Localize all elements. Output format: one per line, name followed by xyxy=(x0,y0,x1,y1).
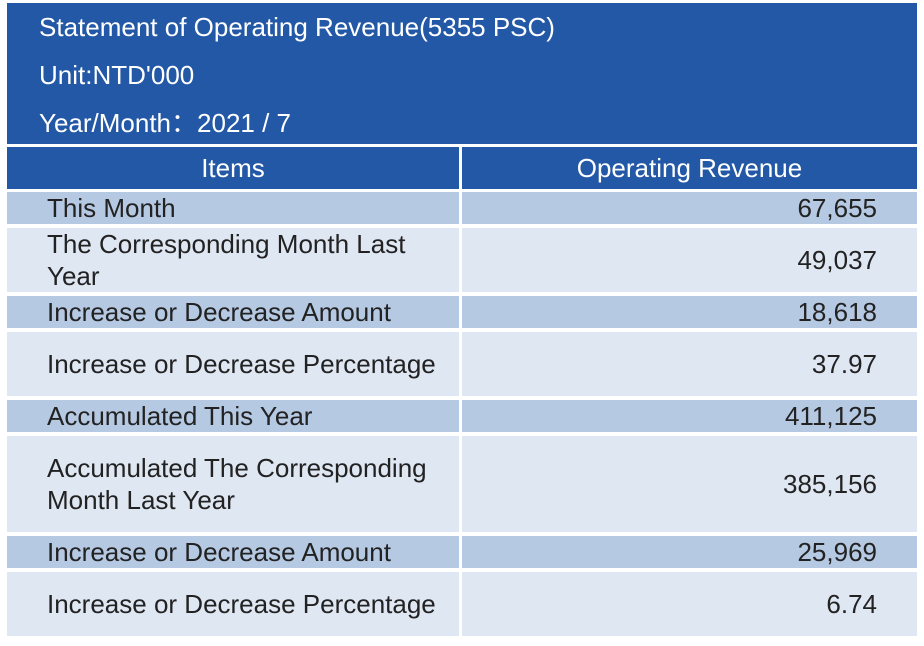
table-row: Increase or Decrease Amount 18,618 xyxy=(7,296,917,332)
statement-header: Statement of Operating Revenue(5355 PSC)… xyxy=(7,3,917,147)
revenue-table: Items Operating Revenue This Month 67,65… xyxy=(7,147,917,640)
row-item-label: Accumulated The Corresponding Month Last… xyxy=(7,436,462,536)
table-row: Increase or Decrease Percentage 37.97 xyxy=(7,332,917,400)
statement-title: Statement of Operating Revenue(5355 PSC) xyxy=(39,12,555,42)
row-value: 6.74 xyxy=(462,572,917,640)
row-item-label: Increase or Decrease Percentage xyxy=(7,572,462,640)
row-value: 25,969 xyxy=(462,536,917,572)
table-header-row: Items Operating Revenue xyxy=(7,147,917,192)
row-item-label: Increase or Decrease Percentage xyxy=(7,332,462,400)
unit-label: Unit:NTD'000 xyxy=(39,60,195,90)
revenue-statement: Statement of Operating Revenue(5355 PSC)… xyxy=(7,3,917,640)
row-value: 411,125 xyxy=(462,400,917,436)
table-row: Increase or Decrease Percentage 6.74 xyxy=(7,572,917,640)
table-row: Accumulated This Year 411,125 xyxy=(7,400,917,436)
row-value: 18,618 xyxy=(462,296,917,332)
year-month-label: Year/Month：2021 / 7 xyxy=(39,108,291,138)
row-value: 67,655 xyxy=(462,192,917,228)
column-header-items: Items xyxy=(7,147,462,192)
row-value: 49,037 xyxy=(462,228,917,296)
row-value: 37.97 xyxy=(462,332,917,400)
table-row: Increase or Decrease Amount 25,969 xyxy=(7,536,917,572)
row-item-label: Increase or Decrease Amount xyxy=(7,296,462,332)
row-value: 385,156 xyxy=(462,436,917,536)
row-item-label: This Month xyxy=(7,192,462,228)
row-item-label: The Corresponding Month Last Year xyxy=(7,228,462,296)
column-header-operating-revenue: Operating Revenue xyxy=(462,147,917,192)
row-item-label: Accumulated This Year xyxy=(7,400,462,436)
table-row: The Corresponding Month Last Year 49,037 xyxy=(7,228,917,296)
row-item-label: Increase or Decrease Amount xyxy=(7,536,462,572)
table-row: Accumulated The Corresponding Month Last… xyxy=(7,436,917,536)
table-row: This Month 67,655 xyxy=(7,192,917,228)
